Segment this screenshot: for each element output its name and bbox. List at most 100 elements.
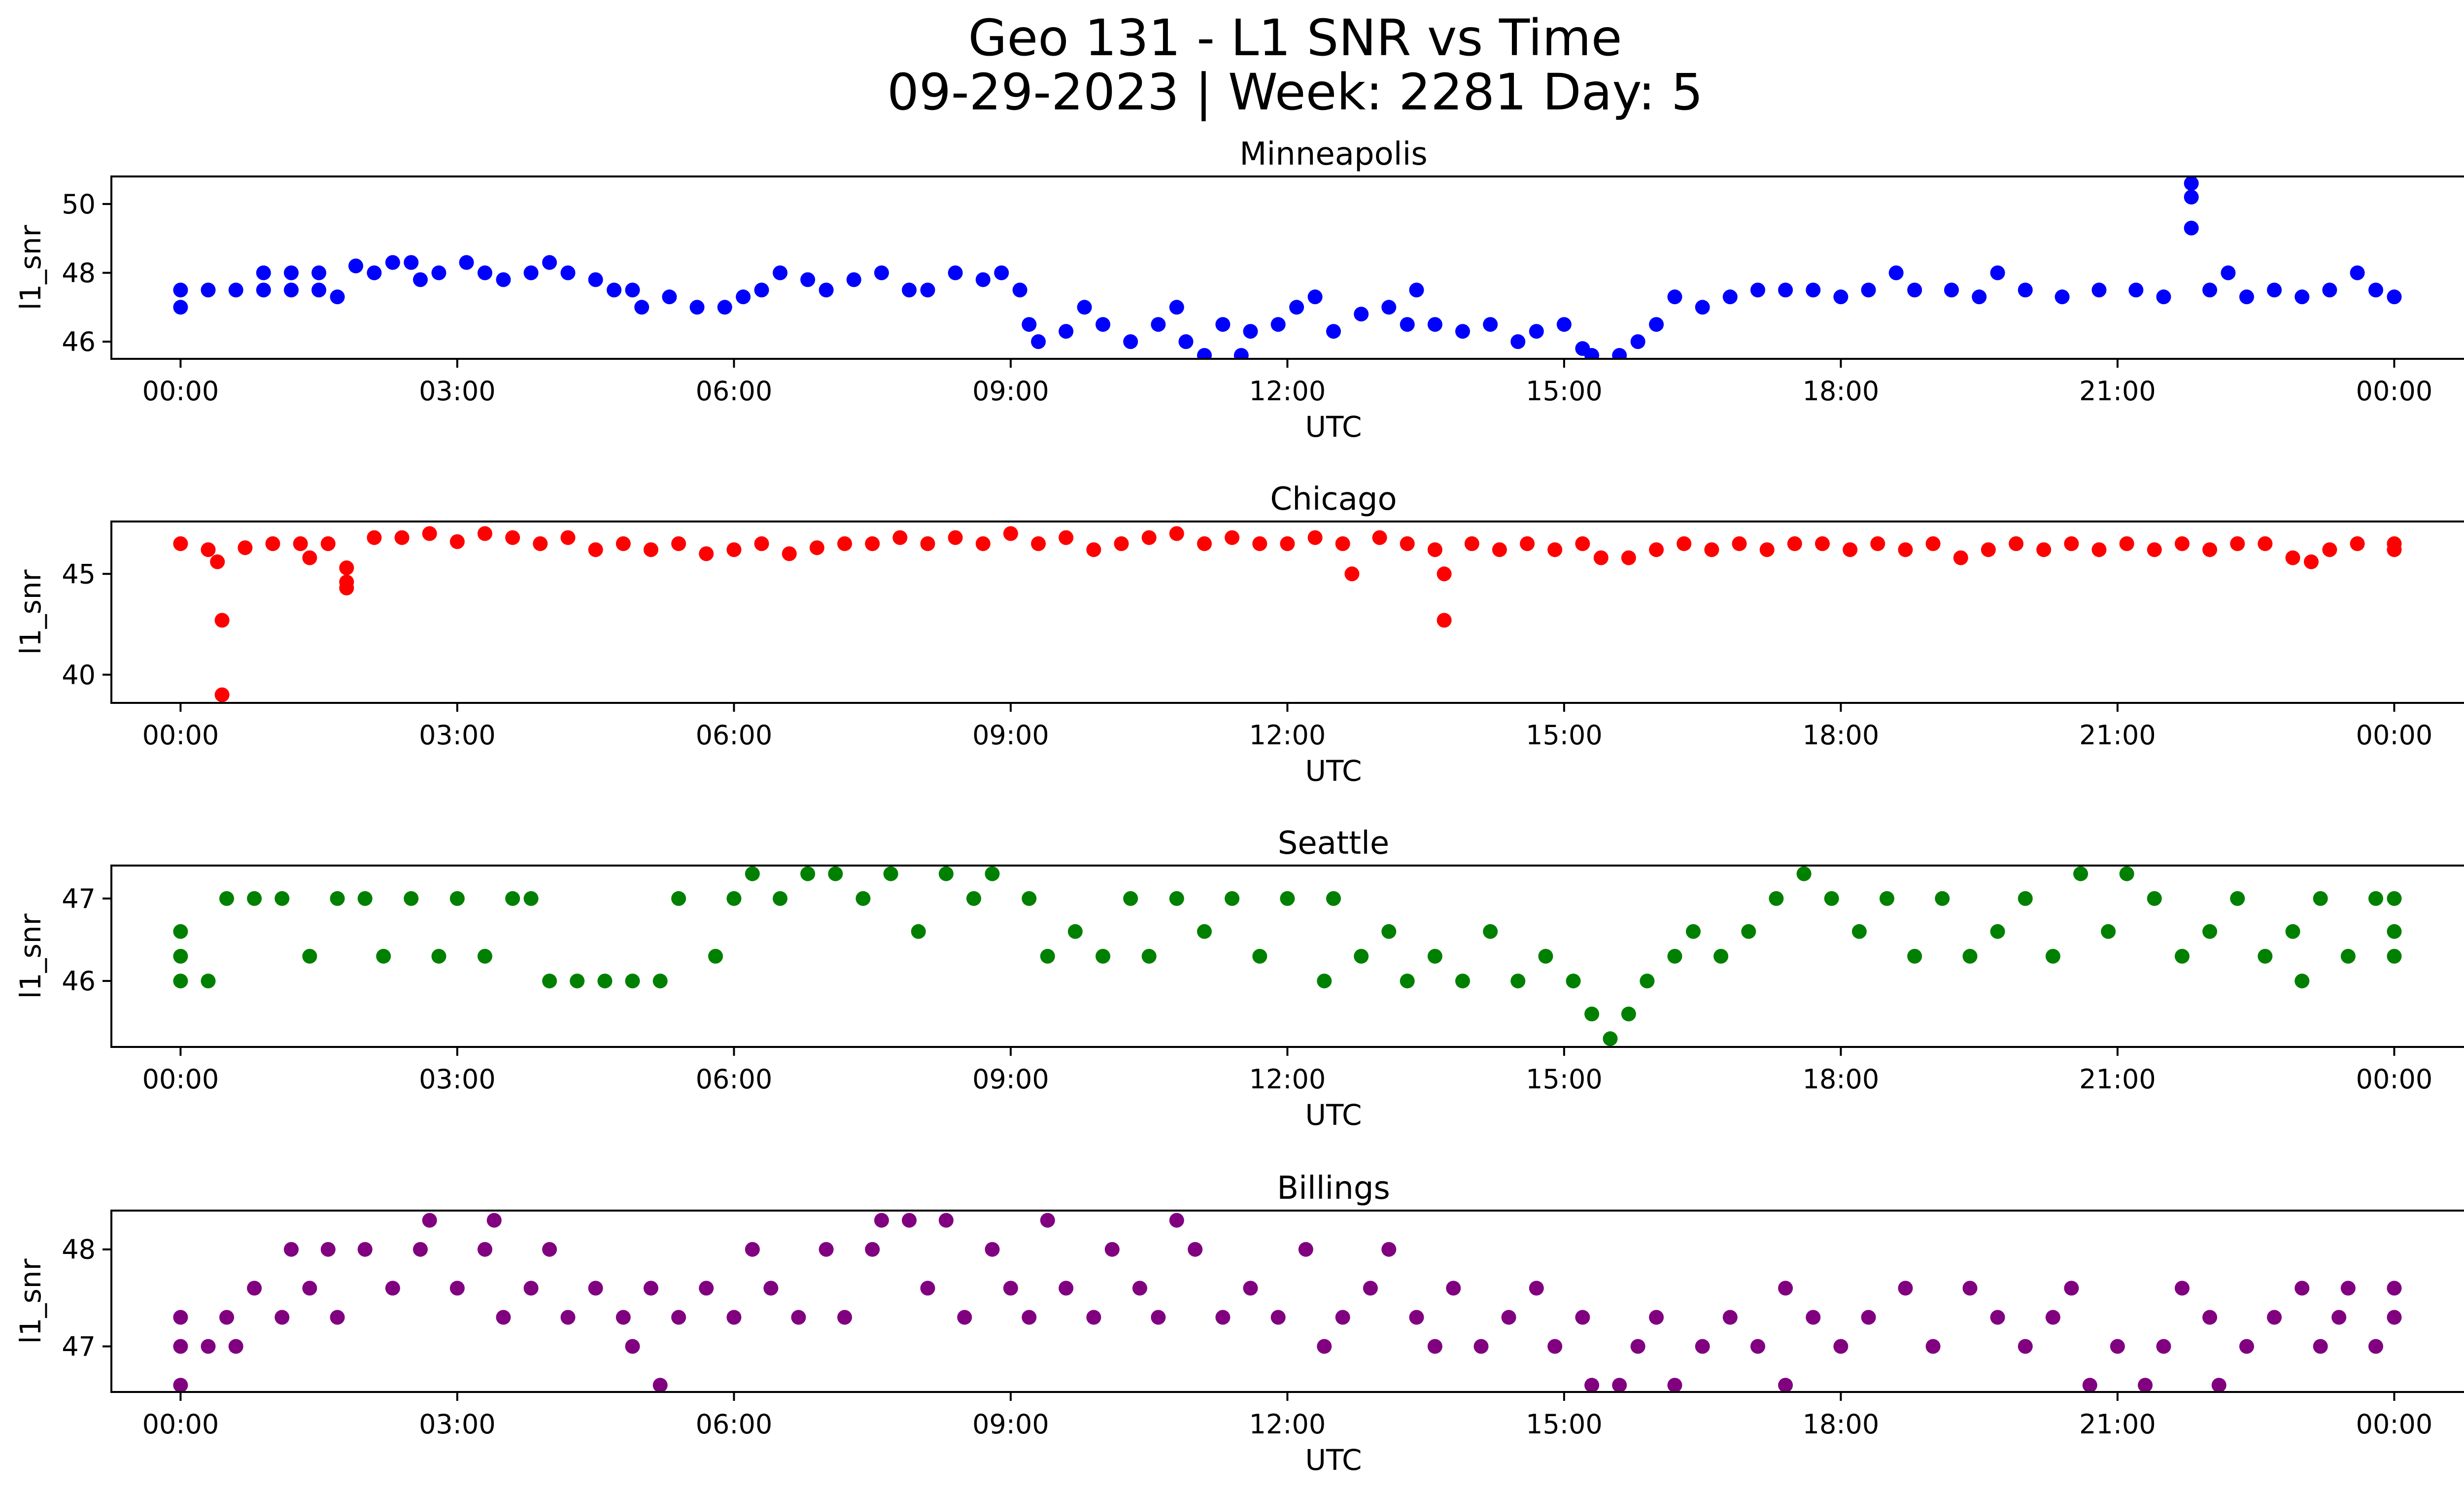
data-point bbox=[736, 289, 751, 305]
data-points bbox=[173, 866, 2402, 1046]
x-axis-label: UTC bbox=[1305, 1098, 1362, 1132]
data-point bbox=[1437, 566, 1452, 582]
data-point bbox=[920, 536, 935, 551]
data-point bbox=[449, 891, 465, 906]
data-point bbox=[1215, 1310, 1231, 1325]
x-tick-label: 21:00 bbox=[2079, 376, 2156, 407]
data-point bbox=[819, 1242, 834, 1257]
x-tick-label: 18:00 bbox=[1803, 1409, 1880, 1440]
data-point bbox=[1031, 334, 1046, 349]
data-point bbox=[219, 891, 234, 906]
data-point bbox=[1483, 924, 1498, 939]
data-point bbox=[2230, 891, 2245, 906]
subplot-title: Chicago bbox=[1270, 481, 1397, 518]
data-point bbox=[625, 282, 640, 298]
data-point bbox=[478, 265, 492, 280]
data-point bbox=[311, 282, 327, 298]
subplot-billings: 00:00 03:00 06:00 09:00 12:00 15:00 18:00 21:00… bbox=[14, 1170, 2464, 1477]
x-tick-label: 00:00 bbox=[142, 1064, 219, 1095]
data-point bbox=[201, 542, 216, 557]
data-point bbox=[385, 1281, 400, 1296]
data-point bbox=[1566, 973, 1581, 989]
data-point bbox=[1067, 924, 1083, 939]
data-point bbox=[201, 1339, 216, 1354]
data-point bbox=[1132, 1281, 1147, 1296]
data-point bbox=[874, 265, 889, 280]
data-point bbox=[2156, 289, 2171, 305]
data-point bbox=[173, 924, 188, 939]
data-point bbox=[671, 891, 686, 906]
subplot-title: Minneapolis bbox=[1239, 136, 1427, 173]
data-point bbox=[1750, 282, 1765, 298]
data-point bbox=[1686, 924, 1701, 939]
data-point bbox=[1022, 317, 1037, 332]
data-point bbox=[173, 949, 188, 964]
x-tick-label: 00:00 bbox=[142, 376, 219, 407]
data-point bbox=[2221, 265, 2236, 280]
data-point bbox=[173, 282, 188, 298]
data-point bbox=[902, 282, 917, 298]
data-point bbox=[1861, 1310, 1876, 1325]
data-point bbox=[1169, 300, 1184, 315]
data-point bbox=[1944, 282, 1959, 298]
data-point bbox=[560, 530, 576, 545]
figure-title-line1: Geo 131 - L1 SNR vs Time bbox=[968, 9, 1622, 68]
data-point bbox=[2064, 536, 2079, 551]
data-point bbox=[1529, 324, 1544, 339]
data-point bbox=[1962, 949, 1978, 964]
data-point bbox=[588, 1281, 603, 1296]
data-point bbox=[201, 282, 216, 298]
data-point bbox=[1473, 1339, 1489, 1354]
x-tick-label: 06:00 bbox=[696, 376, 773, 407]
data-point bbox=[2350, 265, 2365, 280]
data-point bbox=[625, 1339, 640, 1354]
data-point bbox=[754, 536, 769, 551]
data-point bbox=[367, 265, 382, 280]
x-tick-label: 12:00 bbox=[1249, 720, 1326, 751]
data-point bbox=[228, 1339, 243, 1354]
data-point bbox=[1649, 317, 1664, 332]
data-point bbox=[542, 973, 557, 989]
data-point bbox=[699, 1281, 714, 1296]
data-point bbox=[2294, 973, 2310, 989]
data-point bbox=[607, 282, 622, 298]
data-point bbox=[357, 891, 373, 906]
data-point bbox=[2018, 891, 2033, 906]
data-point bbox=[985, 866, 1000, 881]
data-point bbox=[726, 1310, 742, 1325]
data-point bbox=[1178, 334, 1194, 349]
data-point bbox=[1188, 1242, 1203, 1257]
data-point bbox=[2138, 1378, 2153, 1392]
data-point bbox=[745, 1242, 760, 1257]
y-tick-label: 46 bbox=[62, 966, 96, 997]
data-point bbox=[966, 891, 981, 906]
data-point bbox=[819, 282, 834, 298]
data-point bbox=[616, 536, 631, 551]
data-point bbox=[2184, 220, 2199, 236]
data-point bbox=[1270, 317, 1286, 332]
data-point bbox=[1584, 1378, 1600, 1392]
data-point bbox=[376, 949, 391, 964]
data-point bbox=[1935, 891, 1950, 906]
y-axis-label: l1_snr bbox=[14, 913, 47, 999]
data-point bbox=[394, 530, 410, 545]
data-point bbox=[1843, 542, 1858, 557]
data-point bbox=[2267, 282, 2282, 298]
data-point bbox=[1538, 949, 1553, 964]
data-point bbox=[523, 265, 539, 280]
x-tick-label: 03:00 bbox=[419, 376, 496, 407]
data-point bbox=[1990, 1310, 2005, 1325]
data-point bbox=[1169, 1213, 1184, 1228]
data-point bbox=[2211, 1378, 2226, 1392]
data-point bbox=[320, 536, 336, 551]
y-axis-label: l1_snr bbox=[14, 225, 47, 310]
data-point bbox=[496, 272, 511, 287]
data-point bbox=[2230, 536, 2245, 551]
data-point bbox=[1898, 542, 1913, 557]
data-point bbox=[1400, 317, 1415, 332]
data-point bbox=[2073, 866, 2088, 881]
data-point bbox=[284, 265, 299, 280]
y-tick-label: 40 bbox=[62, 660, 96, 691]
data-point bbox=[274, 891, 290, 906]
y-tick-label: 48 bbox=[62, 257, 96, 288]
